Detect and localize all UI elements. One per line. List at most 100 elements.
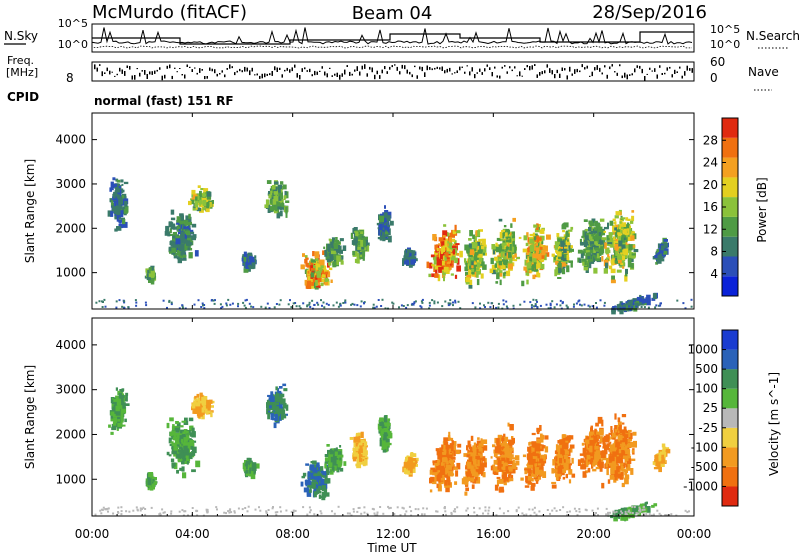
data-cell <box>654 255 658 258</box>
data-cell <box>525 272 529 276</box>
near-range-cell <box>530 306 533 309</box>
data-cell <box>663 250 668 255</box>
data-cell <box>615 211 621 216</box>
data-cell <box>536 237 542 241</box>
data-cell <box>408 457 412 462</box>
data-cell <box>482 264 487 270</box>
data-cell <box>433 257 437 265</box>
data-cell <box>314 476 319 479</box>
data-cell <box>446 233 450 237</box>
data-cell <box>278 189 281 193</box>
data-cell <box>333 459 337 466</box>
data-cell <box>183 234 187 239</box>
data-cell <box>557 277 562 279</box>
data-cell <box>603 237 606 244</box>
data-cell <box>183 238 187 243</box>
freq-nave-mark <box>176 71 178 73</box>
data-cell <box>363 240 366 248</box>
near-range-cell <box>428 304 431 307</box>
data-cell <box>608 265 613 270</box>
station-title: McMurdo (fitACF) <box>92 2 247 23</box>
data-cell <box>329 452 335 455</box>
near-range-cell <box>483 304 485 307</box>
freq-nave-mark <box>381 69 383 74</box>
data-cell <box>313 473 319 477</box>
data-cell <box>317 282 321 286</box>
data-cell <box>320 478 325 485</box>
data-cell <box>567 229 573 232</box>
data-cell <box>170 458 175 463</box>
data-cell <box>176 469 179 474</box>
data-cell <box>494 263 497 268</box>
near-range-cell <box>534 305 537 307</box>
data-cell <box>482 246 487 253</box>
data-cell <box>343 461 347 466</box>
nsearch-trace <box>91 45 693 49</box>
data-cell <box>121 207 125 212</box>
data-cell <box>278 386 283 389</box>
data-cell <box>337 460 342 468</box>
data-cell <box>608 235 612 238</box>
freq-nave-mark <box>681 75 683 79</box>
data-cell <box>387 215 391 222</box>
data-cell <box>660 258 665 262</box>
data-cell <box>481 245 485 250</box>
near-range-cell <box>231 302 234 305</box>
freq-nave-mark <box>354 69 356 72</box>
data-cell <box>275 204 278 212</box>
data-cell <box>483 445 488 451</box>
near-range-cell <box>479 307 482 310</box>
data-cell <box>271 206 276 212</box>
near-range-cell <box>332 304 335 307</box>
data-cell <box>209 405 214 408</box>
data-cell <box>500 235 505 239</box>
data-cell <box>120 418 124 423</box>
data-cell <box>358 452 361 459</box>
data-cell <box>381 227 385 231</box>
data-cell <box>414 457 419 462</box>
data-cell <box>597 226 603 233</box>
near-range-cell <box>579 303 581 306</box>
data-cell <box>318 494 321 499</box>
freq-nave-mark <box>226 68 228 70</box>
near-range-cell <box>519 303 522 306</box>
freq-nave-mark <box>364 64 366 69</box>
data-cell <box>454 257 458 264</box>
freq-nave-mark <box>649 67 651 70</box>
data-cell <box>180 234 185 240</box>
data-cell <box>326 258 332 263</box>
near-range-cell <box>577 300 580 303</box>
freq-nave-mark <box>229 64 231 69</box>
data-cell <box>270 396 275 402</box>
data-cell <box>279 407 284 410</box>
data-cell <box>274 396 278 401</box>
data-cell <box>359 443 364 449</box>
freq-nave-mark <box>584 67 586 70</box>
near-range-cell <box>572 305 575 308</box>
data-cell <box>118 199 121 206</box>
data-cell <box>276 212 281 219</box>
data-cell <box>496 262 500 268</box>
data-cell <box>468 269 472 275</box>
data-cell <box>449 232 453 237</box>
y-tick-label: 4000 <box>55 133 86 147</box>
data-cell <box>200 188 205 191</box>
data-cell <box>283 195 287 199</box>
data-cell <box>577 249 583 254</box>
freq-nave-mark <box>256 73 258 76</box>
nave-label: Nave <box>748 65 779 79</box>
data-cell <box>169 417 174 422</box>
near-range-cell <box>447 304 450 307</box>
data-cell <box>505 228 510 232</box>
data-cell <box>622 230 626 233</box>
data-cell <box>152 479 155 482</box>
data-cell <box>444 245 450 250</box>
near-range-cell <box>647 306 650 309</box>
data-cell <box>196 207 202 212</box>
data-cell <box>506 231 510 237</box>
near-range-cell <box>495 306 498 309</box>
near-range-cell <box>622 307 625 309</box>
data-cell <box>366 242 370 246</box>
data-cell <box>494 256 498 261</box>
data-cell <box>621 304 624 312</box>
